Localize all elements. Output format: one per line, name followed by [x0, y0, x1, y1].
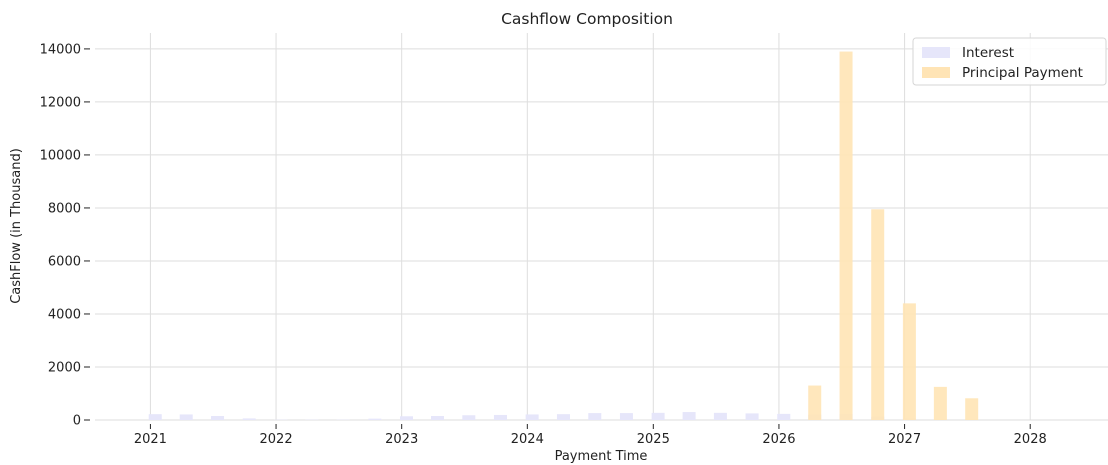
y-tick-label: 4000: [48, 307, 81, 322]
y-axis-label: CashFlow (in Thousand): [9, 148, 24, 304]
interest-bar: [713, 412, 727, 420]
x-tick-label: 2022: [260, 432, 293, 447]
interest-bar: [211, 416, 225, 420]
x-tick-label: 2026: [762, 432, 795, 447]
principal-bar: [933, 386, 947, 420]
interest-bar: [682, 412, 696, 420]
x-axis-label: Payment Time: [555, 449, 648, 464]
interest-bar: [556, 414, 570, 420]
x-tick-label: 2028: [1014, 432, 1047, 447]
legend: Interest Principal Payment: [912, 37, 1107, 86]
principal-bar: [965, 398, 979, 420]
interest-bar: [619, 413, 633, 420]
x-tick-label: 2023: [385, 432, 418, 447]
interest-bar: [148, 414, 162, 420]
x-tick-label: 2025: [637, 432, 670, 447]
y-tick-label: 10000: [40, 148, 81, 163]
axes: 0 2000 4000 6000 8000 10000 12000 14000 2021 2022…: [40, 42, 1047, 447]
interest-bar: [588, 413, 602, 420]
legend-swatch-principal: [922, 67, 950, 78]
interest-bar: [462, 415, 476, 420]
legend-box: [912, 37, 1107, 86]
grid-lines: [95, 33, 1108, 421]
y-tick-label: 6000: [48, 254, 81, 269]
interest-bar: [493, 414, 507, 420]
x-tick-label: 2021: [134, 432, 167, 447]
interest-bar: [651, 412, 665, 420]
y-tick-label: 12000: [40, 95, 81, 110]
legend-swatch-interest: [922, 47, 950, 58]
interest-bar: [430, 416, 444, 420]
y-tick-label: 14000: [40, 42, 81, 57]
x-tick-label: 2027: [888, 432, 921, 447]
interest-bar: [368, 418, 382, 420]
y-tick-label: 2000: [48, 360, 81, 375]
interest-bar: [179, 414, 193, 420]
interest-bar: [242, 418, 256, 420]
interest-bar: [400, 416, 414, 420]
principal-bar: [808, 385, 822, 420]
bars: [148, 51, 979, 420]
principal-bar: [871, 209, 885, 420]
legend-label-principal: Principal Payment: [962, 65, 1083, 81]
x-tick-label: 2024: [511, 432, 544, 447]
principal-bar: [839, 51, 853, 420]
legend-label-interest: Interest: [962, 45, 1014, 61]
principal-bar: [902, 303, 916, 420]
interest-bar: [777, 413, 791, 420]
y-tick-label: 0: [73, 414, 81, 429]
chart-title: Cashflow Composition: [501, 10, 673, 28]
y-tick-label: 8000: [48, 201, 81, 216]
interest-bar: [525, 414, 539, 420]
interest-bar: [745, 413, 759, 420]
